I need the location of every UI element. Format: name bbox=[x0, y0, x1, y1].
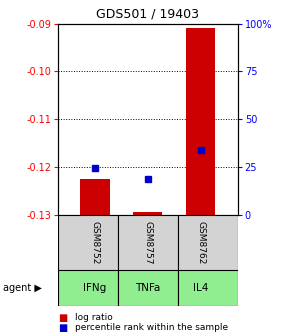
Bar bbox=[58, 215, 118, 270]
Text: IL4: IL4 bbox=[193, 283, 209, 293]
Bar bbox=[118, 270, 178, 306]
Text: GSM8757: GSM8757 bbox=[143, 221, 153, 264]
Bar bbox=[118, 215, 178, 270]
Bar bbox=[80, 179, 110, 215]
Bar bbox=[186, 28, 215, 215]
Text: percentile rank within the sample: percentile rank within the sample bbox=[75, 323, 229, 332]
Bar bbox=[58, 270, 118, 306]
Text: ■: ■ bbox=[58, 323, 67, 333]
Text: agent ▶: agent ▶ bbox=[3, 283, 42, 293]
Bar bbox=[178, 270, 238, 306]
Bar bbox=[133, 212, 162, 215]
Text: IFNg: IFNg bbox=[84, 283, 107, 293]
Text: GSM8762: GSM8762 bbox=[196, 221, 205, 264]
Bar bbox=[178, 215, 238, 270]
Text: TNFa: TNFa bbox=[135, 283, 161, 293]
Text: log ratio: log ratio bbox=[75, 313, 113, 322]
Title: GDS501 / 19403: GDS501 / 19403 bbox=[96, 8, 200, 21]
Text: GSM8752: GSM8752 bbox=[90, 221, 99, 264]
Text: ■: ■ bbox=[58, 312, 67, 323]
